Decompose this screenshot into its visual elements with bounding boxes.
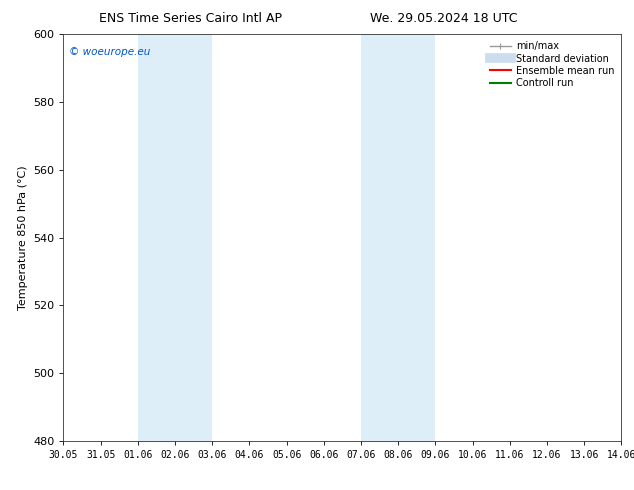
Y-axis label: Temperature 850 hPa (°C): Temperature 850 hPa (°C) [18,165,27,310]
Bar [138,34,212,441]
Text: We. 29.05.2024 18 UTC: We. 29.05.2024 18 UTC [370,12,517,25]
Text: © woeurope.eu: © woeurope.eu [69,47,150,56]
Legend: min/max, Standard deviation, Ensemble mean run, Controll run: min/max, Standard deviation, Ensemble me… [488,39,616,90]
Bar [361,34,436,441]
Text: ENS Time Series Cairo Intl AP: ENS Time Series Cairo Intl AP [99,12,281,25]
